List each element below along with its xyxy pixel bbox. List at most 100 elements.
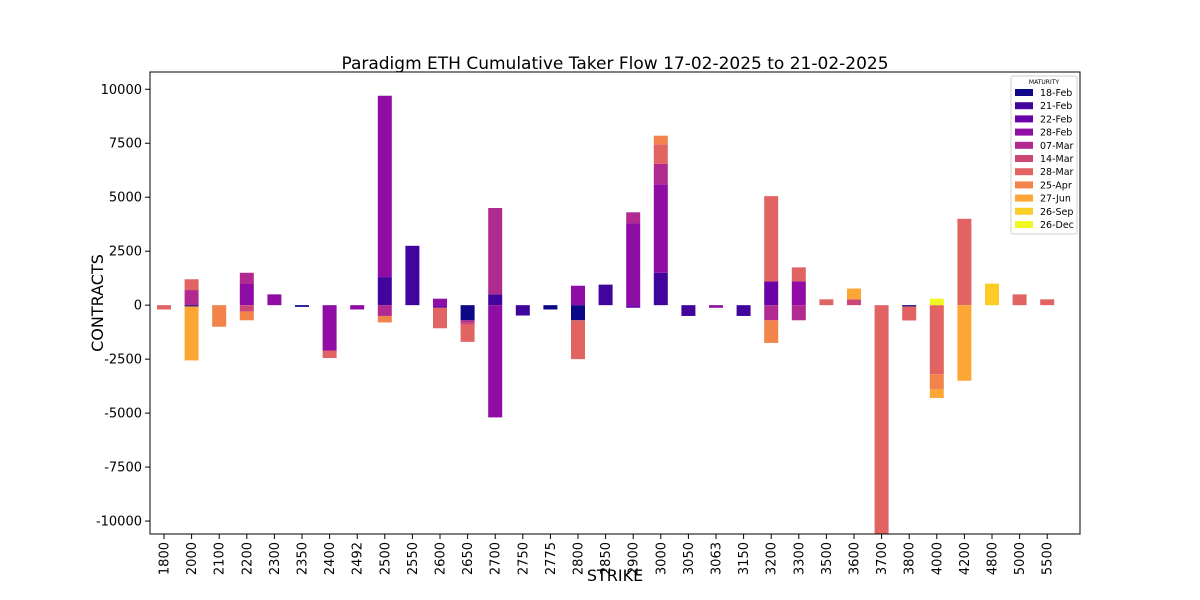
bar-3200-28-mar <box>764 196 779 282</box>
bar-2800-28-mar <box>571 320 585 360</box>
bar-2650-18-feb <box>460 305 475 321</box>
y-tick-label: -5000 <box>104 407 142 422</box>
bar-2600-28-mar <box>433 307 447 329</box>
bar-4000-28-mar <box>929 305 944 375</box>
bar-2000-27-jun <box>184 306 199 361</box>
legend-items: 18-Feb 21-Feb 22-Feb 28-Feb 07-Mar 14-Mar 28-M… <box>1015 88 1074 231</box>
y-axis: 10000 7500 5000 2500 0 -2500 -5000 -7500 -10000 <box>96 83 150 530</box>
x-axis: 1800 2000 2100 2200 2300 2350 2400 2492 2500 2550… <box>158 534 1056 575</box>
bar-2800-28-feb <box>571 285 585 306</box>
legend-label: 28-Feb <box>1040 128 1072 139</box>
bar-2650-28-mar <box>460 324 475 342</box>
bar-2900-22-feb <box>626 305 641 308</box>
legend-swatch <box>1015 207 1033 215</box>
bar-3000-28-feb <box>653 184 668 273</box>
bars-layer <box>157 95 1055 534</box>
legend-label: 25-Apr <box>1040 180 1072 191</box>
bar-2650-14-mar <box>460 322 475 325</box>
bar-2400-28-mar <box>322 350 337 359</box>
x-tick-label: 2000 <box>185 542 200 575</box>
legend-label: 26-Sep <box>1040 207 1073 218</box>
y-axis-title: CONTRACTS <box>88 254 107 352</box>
bar-2850-21-feb <box>598 284 613 306</box>
bar-3063-28-feb <box>709 305 723 308</box>
bar-2550-21-feb <box>405 245 420 306</box>
x-tick-label: 2800 <box>572 542 587 575</box>
legend-swatch <box>1015 102 1033 110</box>
bar-3800-28-mar <box>902 306 917 321</box>
legend: MATURITY 18-Feb21-Feb22-Feb28-Feb07-Mar1… <box>1010 75 1078 235</box>
bar-3300-28-feb <box>791 281 806 306</box>
bar-2350-18-feb <box>295 305 309 307</box>
legend-swatch <box>1015 89 1033 96</box>
legend-title: MATURITY <box>1029 79 1059 86</box>
x-tick-label: 2550 <box>406 542 421 575</box>
bar-2100-25-apr <box>212 305 227 327</box>
bar-4800-26-sep <box>985 283 999 306</box>
y-tick-label: 10000 <box>101 83 142 98</box>
bar-4000-27-jun <box>929 389 944 398</box>
bar-3600-14-mar <box>847 299 861 306</box>
legend-label: 22-Feb <box>1040 114 1072 125</box>
bar-3000-21-feb <box>653 272 668 306</box>
bar-4000-26-dec <box>929 298 944 306</box>
legend-label: 28-Mar <box>1040 167 1074 178</box>
x-tick-label: 2350 <box>296 542 311 575</box>
bar-2200-14-mar <box>239 305 254 312</box>
bar-2500-28-feb <box>377 95 392 278</box>
bar-2500-21-feb <box>377 277 392 306</box>
x-tick-label: 3500 <box>820 542 835 575</box>
bar-2600-22-feb <box>433 305 447 308</box>
bar-4200-27-jun <box>957 305 972 381</box>
y-tick-label: 0 <box>134 299 142 314</box>
x-tick-label: 2100 <box>213 542 228 575</box>
bar-2700-28-feb <box>488 305 503 418</box>
x-tick-label: 2900 <box>627 542 642 575</box>
bar-2800-18-feb <box>571 305 585 321</box>
y-tick-label: -10000 <box>96 515 142 530</box>
x-tick-label: 4800 <box>986 542 1001 575</box>
legend-swatch <box>1015 141 1033 149</box>
bar-2500-25-apr <box>377 315 392 323</box>
legend-label: 21-Feb <box>1040 101 1072 112</box>
bar-5500-28-mar <box>1040 299 1055 306</box>
bar-2200-28-feb <box>239 283 254 306</box>
plot-frame <box>149 71 1081 535</box>
bar-2900-28-feb <box>626 223 641 306</box>
bar-3200-07-mar <box>764 305 779 321</box>
x-tick-label: 2500 <box>378 542 393 575</box>
x-tick-label: 3700 <box>875 542 890 575</box>
x-tick-label: 3200 <box>765 542 780 575</box>
legend-label: 27-Jun <box>1040 194 1071 205</box>
x-tick-label: 1800 <box>158 542 173 575</box>
x-tick-label: 3050 <box>682 542 697 575</box>
legend-label: 07-Mar <box>1040 141 1074 152</box>
x-tick-label: 3800 <box>903 542 918 575</box>
bar-2650-07-mar <box>460 320 475 323</box>
bar-3600-27-jun <box>847 288 861 300</box>
bar-3000-28-mar <box>653 144 668 164</box>
bar-2200-07-mar <box>239 272 254 284</box>
x-tick-label: 2492 <box>351 542 366 575</box>
x-tick-label: 3300 <box>792 542 807 575</box>
x-tick-label: 3000 <box>654 542 669 575</box>
legend-label: 18-Feb <box>1040 88 1072 99</box>
bar-2600-28-feb <box>433 298 447 306</box>
legend-swatch <box>1015 128 1033 136</box>
legend-label: 14-Mar <box>1040 154 1074 165</box>
bar-3200-22-feb <box>764 281 779 306</box>
legend-swatch <box>1015 194 1033 202</box>
legend-swatch <box>1015 168 1033 176</box>
legend-label: 26-Dec <box>1040 220 1074 231</box>
x-tick-label: 2400 <box>323 542 338 575</box>
bar-3000-25-apr <box>653 135 668 145</box>
bar-3300-07-mar <box>791 305 806 321</box>
bar-2000-18-feb <box>184 305 199 307</box>
bar-2000-28-mar <box>184 279 199 291</box>
bar-2000-07-mar <box>184 290 199 306</box>
x-tick-label: 2650 <box>461 542 476 575</box>
x-axis-title: STRIKE <box>587 566 643 585</box>
bar-3300-28-mar <box>791 267 806 282</box>
y-tick-label: -7500 <box>104 461 142 476</box>
bar-3050-21-feb <box>681 305 696 316</box>
